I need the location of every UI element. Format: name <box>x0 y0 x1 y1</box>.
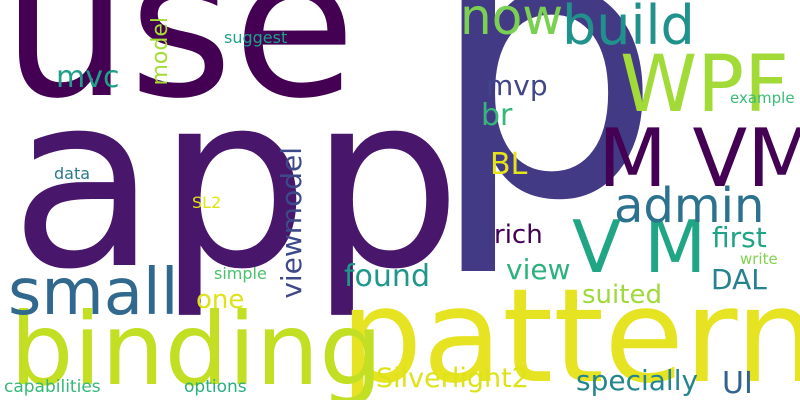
word-write: write <box>740 250 778 268</box>
word-simple: simple <box>214 264 267 283</box>
word-bl: BL <box>490 147 528 182</box>
word-sl2: SL2 <box>192 193 222 212</box>
word-suited: suited <box>582 280 662 310</box>
word-wpf: WPF <box>620 40 790 130</box>
word-admin: admin <box>614 178 765 234</box>
word-app: app <box>10 42 462 322</box>
word-specially: specially <box>576 364 699 397</box>
word-use: use <box>2 0 357 143</box>
word-first: first <box>712 221 767 254</box>
word-pattern: pattern <box>340 260 800 400</box>
word-example: example <box>730 89 795 107</box>
word-ui: UI <box>722 366 753 400</box>
word-small: small <box>8 256 179 330</box>
word-p: p <box>428 0 663 282</box>
word-dal: DAL <box>711 263 767 296</box>
word-viewmodel: viewmodel <box>275 147 308 299</box>
word-model: model <box>148 17 173 86</box>
word-capabilities: capabilities <box>4 377 101 397</box>
word-view: view <box>506 253 571 286</box>
word-now: now <box>460 0 564 46</box>
word-silverlight2: Silverlight2 <box>376 363 529 394</box>
word-m-vm: M VM <box>598 112 800 205</box>
word-one: one <box>196 285 245 315</box>
word-mvp: mvp <box>486 69 548 102</box>
word-mvc: mvc <box>56 60 120 95</box>
word-suggest: suggest <box>224 28 288 47</box>
word-binding: binding <box>10 291 383 400</box>
word-options: options <box>184 377 247 397</box>
word-data: data <box>54 164 91 183</box>
word-br: br <box>481 98 513 133</box>
word-v-m: V M <box>572 205 707 289</box>
word-rich: rich <box>494 220 543 250</box>
word-found: found <box>344 259 430 294</box>
word-build: build <box>562 0 695 57</box>
